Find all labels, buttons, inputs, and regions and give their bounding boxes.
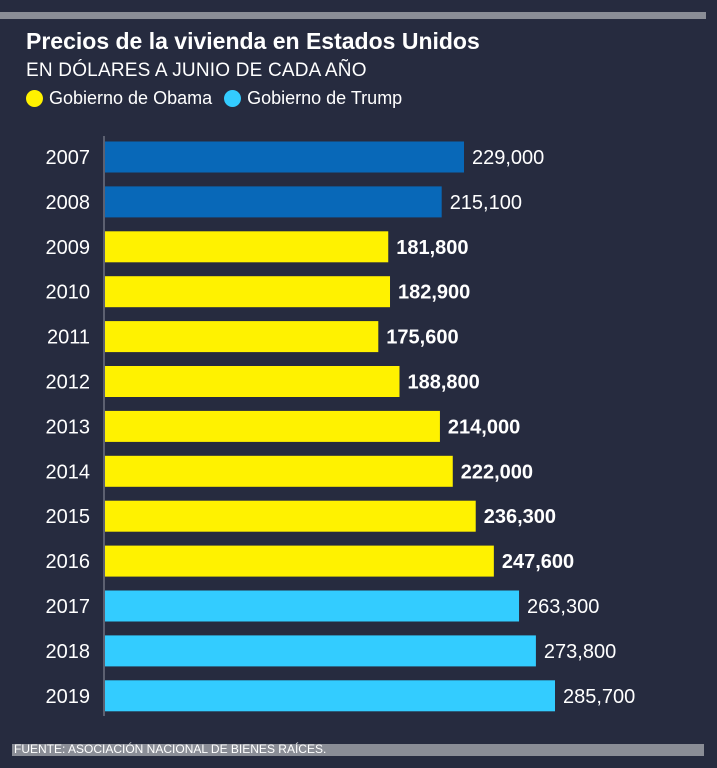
legend-item-obama: Gobierno de Obama bbox=[26, 88, 212, 109]
year-label-2009: 2009 bbox=[46, 237, 91, 259]
year-label-2019: 2019 bbox=[46, 686, 91, 708]
bar-2009 bbox=[105, 231, 389, 263]
bar-2011 bbox=[105, 321, 379, 353]
value-label-2014: 222,000 bbox=[461, 461, 533, 483]
value-label-2019: 285,700 bbox=[563, 686, 635, 708]
value-label-2017: 263,300 bbox=[527, 596, 599, 618]
bar-2017 bbox=[105, 590, 520, 622]
year-label-2011: 2011 bbox=[47, 327, 90, 349]
value-label-2016: 247,600 bbox=[502, 551, 574, 573]
year-label-2010: 2010 bbox=[46, 282, 91, 304]
year-label-2018: 2018 bbox=[46, 641, 91, 663]
chart-subtitle: EN DÓLARES A JUNIO DE CADA AÑO bbox=[26, 60, 367, 81]
year-label-2012: 2012 bbox=[46, 372, 91, 394]
value-label-2011: 175,600 bbox=[386, 327, 458, 349]
source-note: FUENTE: ASOCIACIÓN NACIONAL DE BIENES RA… bbox=[14, 742, 327, 756]
bar-2018 bbox=[105, 635, 536, 667]
legend-label-trump: Gobierno de Trump bbox=[247, 88, 403, 108]
legend-dot-obama bbox=[26, 90, 43, 107]
value-label-2010: 182,900 bbox=[398, 282, 470, 304]
value-label-2018: 273,800 bbox=[544, 641, 616, 663]
bar-2013 bbox=[105, 410, 440, 442]
year-label-2017: 2017 bbox=[46, 596, 91, 618]
bar-2010 bbox=[105, 276, 391, 308]
bottom-rule bbox=[12, 744, 704, 756]
year-label-2008: 2008 bbox=[46, 192, 91, 214]
year-label-2013: 2013 bbox=[46, 416, 91, 438]
bar-2014 bbox=[105, 455, 453, 487]
bar-2019 bbox=[105, 680, 555, 712]
value-label-2015: 236,300 bbox=[484, 506, 556, 528]
legend: Gobierno de Obama Gobierno de Trump bbox=[26, 88, 414, 109]
top-rule bbox=[0, 12, 706, 19]
legend-label-obama: Gobierno de Obama bbox=[49, 88, 213, 108]
bar-2012 bbox=[105, 366, 400, 397]
year-label-2016: 2016 bbox=[46, 551, 91, 573]
year-label-2015: 2015 bbox=[46, 506, 91, 528]
bar-2007 bbox=[105, 141, 464, 173]
bar-2008 bbox=[105, 186, 442, 218]
year-label-2014: 2014 bbox=[46, 461, 91, 483]
value-label-2007: 229,000 bbox=[472, 147, 544, 169]
value-label-2009: 181,800 bbox=[396, 237, 468, 259]
chart-title: Precios de la vivienda en Estados Unidos bbox=[26, 28, 480, 54]
year-label-2007: 2007 bbox=[46, 147, 91, 169]
value-label-2012: 188,800 bbox=[407, 372, 479, 394]
legend-dot-trump bbox=[224, 90, 242, 107]
bar-2015 bbox=[105, 500, 476, 532]
value-label-2008: 215,100 bbox=[450, 192, 522, 214]
value-label-2013: 214,000 bbox=[448, 416, 520, 438]
legend-item-trump: Gobierno de Trump bbox=[224, 88, 402, 109]
bar-2016 bbox=[105, 545, 494, 577]
